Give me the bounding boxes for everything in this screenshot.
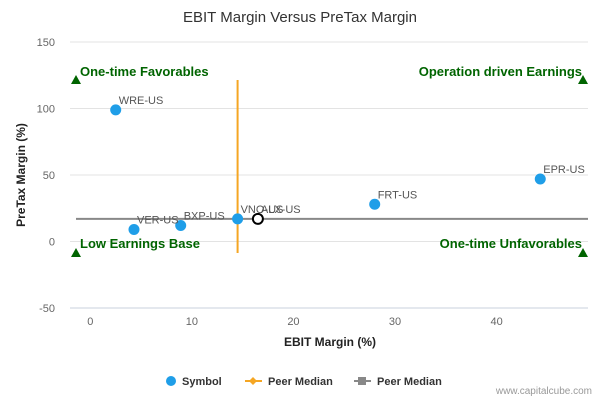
legend-gray-square-icon: [358, 377, 366, 385]
y-axis-title: PreTax Margin (%): [14, 123, 28, 227]
quadrant-label-bottom-left: Low Earnings Base: [80, 236, 200, 251]
quadrant-marker-bottom-right: [578, 248, 588, 257]
y-tick-label: 100: [37, 104, 55, 116]
quadrant-label-top-right: Operation driven Earnings: [419, 64, 582, 79]
quadrant-label-top-left: One-time Favorables: [80, 64, 209, 79]
data-point: [534, 173, 546, 185]
y-tick-label: 0: [49, 237, 55, 249]
data-point-label: FRT-US: [378, 189, 418, 201]
y-tick-label: 150: [37, 37, 55, 49]
x-tick-label: 0: [87, 316, 93, 328]
legend: Symbol Peer Median Peer Median: [166, 376, 442, 388]
data-points: WRE-US EPR-US FRT-US BXP-US VER-US VNO-USALX-…: [110, 95, 585, 236]
data-point: [110, 104, 122, 116]
x-axis-title: EBIT Margin (%): [284, 335, 376, 349]
legend-orange-diamond-icon: [249, 377, 257, 385]
data-point-label: VER-US: [137, 215, 179, 227]
quadrant-marker-top-right: [578, 75, 588, 84]
quadrant-marker-top-left: [71, 75, 81, 84]
data-point: [232, 213, 244, 225]
highlight-point: [251, 212, 264, 225]
quadrant-marker-bottom-left: [71, 248, 81, 257]
data-point: [175, 220, 187, 232]
legend-label: Symbol: [182, 376, 222, 388]
chart-title: EBIT Margin Versus PreTax Margin: [183, 9, 417, 26]
y-tick-labels: 150 100 50 0 -50: [37, 37, 55, 315]
credit-text: www.capitalcube.com: [495, 386, 592, 397]
legend-label: Peer Median: [377, 376, 442, 388]
data-point-label: VNO-US: [241, 204, 284, 216]
x-tick-label: 10: [186, 316, 198, 328]
quadrant-label-bottom-right: One-time Unfavorables: [440, 236, 582, 251]
grid-layer: [70, 41, 588, 309]
x-tick-label: 30: [389, 316, 401, 328]
x-tick-labels: 0 10 20 30 40: [87, 316, 502, 328]
data-point: [128, 224, 140, 236]
x-tick-label: 40: [490, 316, 502, 328]
data-point: [369, 198, 381, 210]
y-tick-label: 50: [43, 170, 55, 182]
x-tick-label: 20: [287, 316, 299, 328]
data-point-label: EPR-US: [543, 164, 585, 176]
legend-label: Peer Median: [268, 376, 333, 388]
quadrant-labels: One-time Favorables Operation driven Earn…: [71, 64, 588, 257]
data-point-label: WRE-US: [119, 95, 164, 107]
data-point-label: BXP-US: [184, 211, 225, 223]
highlight-point-label: ALX-US: [261, 204, 301, 216]
y-tick-label: -50: [39, 303, 55, 315]
legend-symbol-icon: [166, 376, 176, 386]
